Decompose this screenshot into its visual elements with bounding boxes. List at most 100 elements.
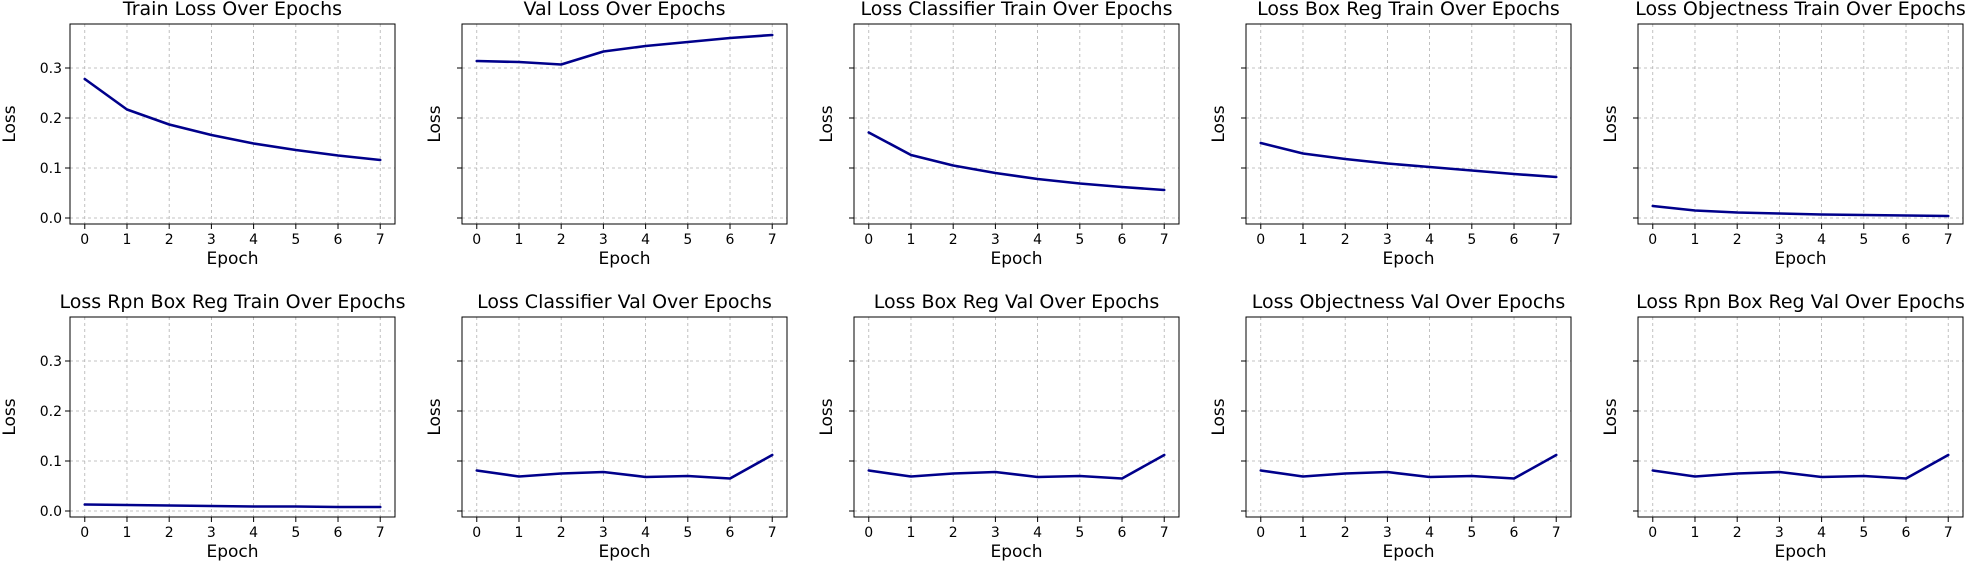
x-tick-label: 1 <box>123 232 132 248</box>
x-tick-label: 6 <box>1118 525 1127 541</box>
axes-frame <box>1245 23 1572 225</box>
series-line <box>867 453 1166 480</box>
x-tick-label: 7 <box>1160 525 1169 541</box>
plot-title: Loss Box Reg Train Over Epochs <box>1257 0 1560 20</box>
x-tick-label: 7 <box>1160 232 1169 248</box>
y-axis-label: Loss <box>425 105 445 142</box>
x-tick-label: 1 <box>1691 525 1700 541</box>
axes-frame <box>1245 316 1572 518</box>
x-tick-label: 5 <box>1467 525 1476 541</box>
y-tick-label: 0.1 <box>40 454 62 470</box>
x-tick-label: 6 <box>1510 232 1519 248</box>
x-tick-label: 4 <box>1817 525 1826 541</box>
x-tick-label: 1 <box>907 232 916 248</box>
x-tick-label: 0 <box>80 525 89 541</box>
x-tick-label: 2 <box>1341 232 1350 248</box>
y-tick-label: 0.1 <box>40 161 62 177</box>
x-tick-label: 0 <box>1648 232 1657 248</box>
plot-title: Loss Rpn Box Reg Val Over Epochs <box>1636 291 1965 313</box>
subplot-6: 0 1 2 3 4 5 6 7 0.0 0.1 0.2 0.3 Loss Rpn Box Reg Tra… <box>0 291 406 562</box>
x-tick-label: 2 <box>1733 232 1742 248</box>
x-tick-label: 4 <box>249 525 258 541</box>
x-tick-label: 1 <box>515 232 524 248</box>
x-tick-label: 1 <box>1299 232 1308 248</box>
plot-title: Loss Rpn Box Reg Train Over Epochs <box>60 291 406 313</box>
plot-title: Loss Objectness Train Over Epochs <box>1635 0 1966 20</box>
axes-frame <box>853 23 1180 225</box>
y-axis-label: Loss <box>817 398 837 435</box>
y-tick-label: 0.0 <box>40 211 62 227</box>
x-tick-label: 2 <box>1733 525 1742 541</box>
x-tick-label: 5 <box>291 232 300 248</box>
y-axis-label: Loss <box>1601 105 1621 142</box>
axes-frame <box>1637 23 1964 225</box>
x-tick-label: 6 <box>334 232 343 248</box>
x-tick-label: 4 <box>641 525 650 541</box>
x-axis-label: Epoch <box>1774 249 1826 269</box>
plot-title: Loss Objectness Val Over Epochs <box>1252 291 1565 313</box>
x-axis-label: Epoch <box>1382 249 1434 269</box>
series-line <box>1651 204 1950 218</box>
x-tick-label: 2 <box>949 232 958 248</box>
x-axis-label: Epoch <box>598 249 650 269</box>
x-tick-label: 3 <box>599 232 608 248</box>
x-axis-label: Epoch <box>990 542 1042 562</box>
x-tick-label: 1 <box>515 525 524 541</box>
series-line <box>867 131 1166 192</box>
x-tick-label: 0 <box>1256 525 1265 541</box>
x-tick-label: 5 <box>683 232 692 248</box>
subplot-2: 0 1 2 3 4 5 6 7 Val Loss Over Epochs Epoch Loss <box>425 0 788 269</box>
x-tick-label: 3 <box>207 525 216 541</box>
y-axis-label: Loss <box>0 105 20 142</box>
x-tick-label: 1 <box>1691 232 1700 248</box>
subplot-9: 0 1 2 3 4 5 6 7 Loss Objectness Val Over Epochs E… <box>1209 291 1572 562</box>
x-tick-label: 0 <box>1648 525 1657 541</box>
x-tick-label: 3 <box>1775 525 1784 541</box>
x-tick-label: 6 <box>1902 232 1911 248</box>
x-tick-label: 7 <box>768 525 777 541</box>
y-tick-label: 0.3 <box>40 61 62 77</box>
series-line <box>83 77 382 162</box>
x-tick-label: 6 <box>726 525 735 541</box>
y-axis-label: Loss <box>817 105 837 142</box>
x-tick-label: 3 <box>991 525 1000 541</box>
x-tick-label: 7 <box>1944 232 1953 248</box>
x-tick-label: 0 <box>1256 232 1265 248</box>
x-tick-label: 0 <box>864 232 873 248</box>
y-axis-label: Loss <box>1209 105 1229 142</box>
axes-frame <box>1637 316 1964 518</box>
x-tick-label: 2 <box>557 232 566 248</box>
x-tick-label: 5 <box>1859 525 1868 541</box>
x-tick-label: 6 <box>1118 232 1127 248</box>
plot-title: Train Loss Over Epochs <box>122 0 342 20</box>
x-tick-label: 6 <box>1510 525 1519 541</box>
x-tick-label: 2 <box>557 525 566 541</box>
subplot-5: 0 1 2 3 4 5 6 7 Loss Objectness Train Over Epoch… <box>1601 0 1966 269</box>
subplot-3: 0 1 2 3 4 5 6 7 Loss Classifier Train Over Epoch… <box>817 0 1180 269</box>
subplot-1: 0 1 2 3 4 5 6 7 0.0 0.1 0.2 0.3 Train Loss Over Epoc… <box>0 0 396 269</box>
subplot-10: 0 1 2 3 4 5 6 7 Loss Rpn Box Reg Val Over Epochs… <box>1601 291 1965 562</box>
subplot-7: 0 1 2 3 4 5 6 7 Loss Classifier Val Over Epochs E… <box>425 291 788 562</box>
y-tick-label: 0.3 <box>40 354 62 370</box>
x-tick-label: 2 <box>165 232 174 248</box>
x-tick-label: 3 <box>1383 232 1392 248</box>
x-tick-label: 3 <box>1383 525 1392 541</box>
x-tick-label: 7 <box>376 232 385 248</box>
x-axis-label: Epoch <box>206 249 258 269</box>
x-tick-label: 0 <box>80 232 89 248</box>
x-tick-label: 7 <box>1552 232 1561 248</box>
x-tick-label: 3 <box>1775 232 1784 248</box>
y-axis-label: Loss <box>1209 398 1229 435</box>
y-tick-label: 0.2 <box>40 111 62 127</box>
x-tick-label: 5 <box>1859 232 1868 248</box>
y-axis-label: Loss <box>0 398 20 435</box>
plot-title: Loss Classifier Train Over Epochs <box>861 0 1173 20</box>
axes-frame <box>69 316 396 518</box>
x-tick-label: 3 <box>599 525 608 541</box>
y-tick-label: 0.2 <box>40 404 62 420</box>
x-tick-label: 5 <box>1075 232 1084 248</box>
series-line <box>1259 453 1558 480</box>
axes-frame <box>461 316 788 518</box>
x-axis-label: Epoch <box>1382 542 1434 562</box>
